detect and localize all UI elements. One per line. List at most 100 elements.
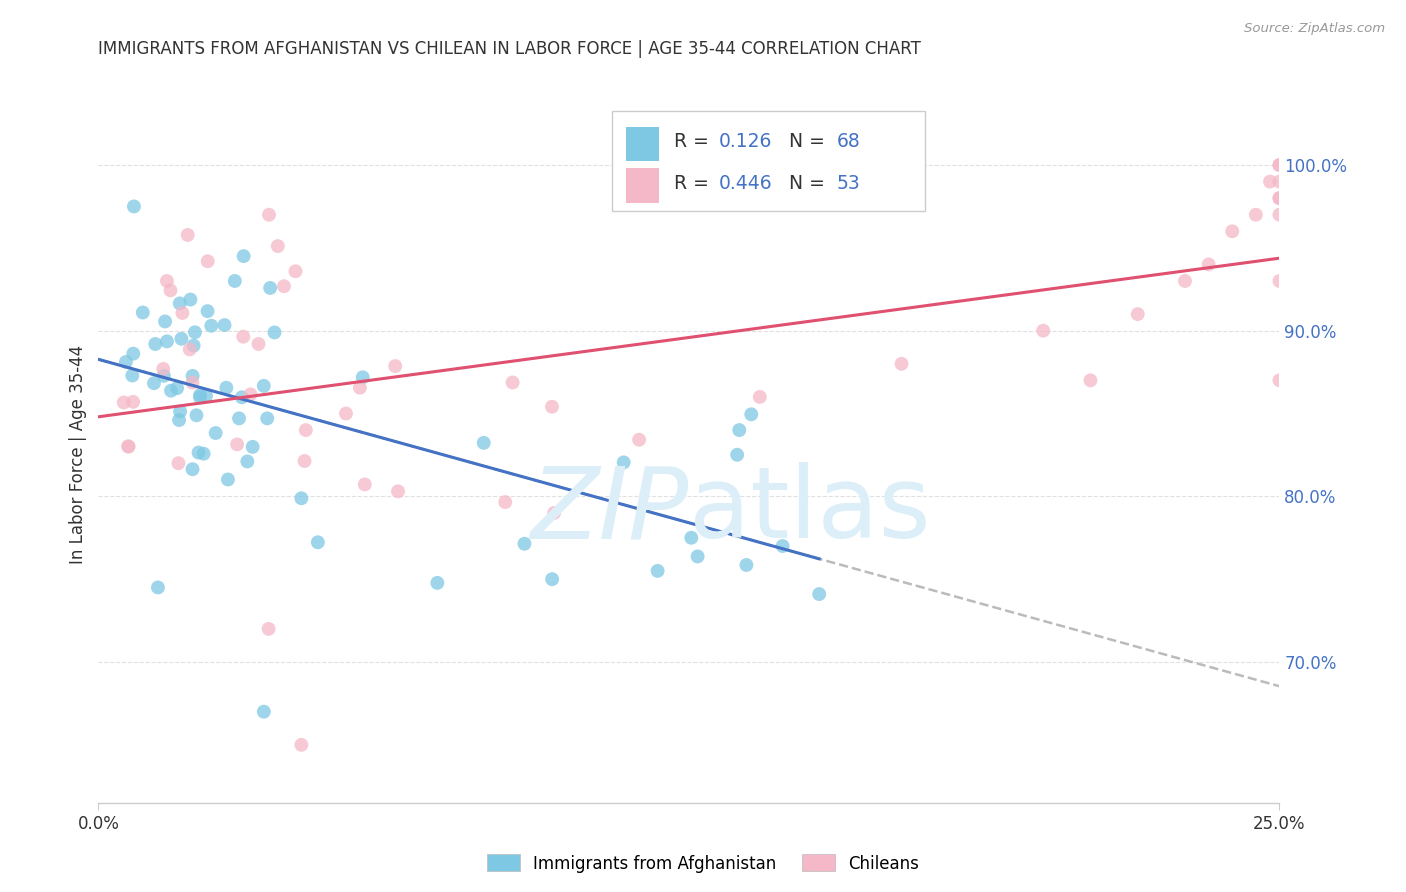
Point xyxy=(122,199,145,213)
Text: ZIP: ZIP xyxy=(530,462,689,559)
Point xyxy=(513,537,536,551)
Point xyxy=(159,284,181,298)
Point xyxy=(169,404,191,418)
Point xyxy=(1268,373,1291,387)
Point xyxy=(247,337,270,351)
Point xyxy=(232,329,254,343)
Point xyxy=(156,274,179,288)
Point xyxy=(352,370,374,384)
Point xyxy=(181,368,204,383)
Point xyxy=(1268,158,1291,172)
Point xyxy=(808,587,831,601)
Point xyxy=(231,390,253,404)
Point xyxy=(226,437,249,451)
Point xyxy=(647,564,669,578)
Point xyxy=(1258,175,1281,189)
Text: N =: N = xyxy=(789,174,831,193)
Point xyxy=(214,318,236,332)
Point xyxy=(184,326,207,340)
Text: IMMIGRANTS FROM AFGHANISTAN VS CHILEAN IN LABOR FORCE | AGE 35-44 CORRELATION CH: IMMIGRANTS FROM AFGHANISTAN VS CHILEAN I… xyxy=(98,40,921,58)
Point xyxy=(232,249,254,263)
Point xyxy=(294,454,316,468)
Point xyxy=(1220,224,1243,238)
Point xyxy=(335,407,357,421)
Point xyxy=(1268,191,1291,205)
Point xyxy=(188,390,211,404)
Point xyxy=(224,274,246,288)
Point xyxy=(1080,373,1102,387)
Point xyxy=(215,381,238,395)
Bar xyxy=(626,169,659,202)
Point xyxy=(253,705,276,719)
Point xyxy=(112,395,135,409)
Point xyxy=(153,314,176,328)
Point xyxy=(153,368,176,383)
Point xyxy=(143,376,166,391)
Text: 53: 53 xyxy=(837,174,860,193)
Point xyxy=(228,411,250,425)
Point xyxy=(290,738,312,752)
Point xyxy=(284,264,307,278)
Point xyxy=(273,279,295,293)
Point xyxy=(494,495,516,509)
Point xyxy=(160,384,183,398)
Point xyxy=(183,338,205,352)
Point xyxy=(177,227,200,242)
Point xyxy=(143,337,166,351)
Point xyxy=(1268,191,1291,205)
Point xyxy=(179,293,201,307)
Point xyxy=(628,433,651,447)
Point xyxy=(1126,307,1149,321)
Point xyxy=(169,296,191,310)
Point xyxy=(239,387,262,401)
Text: R =: R = xyxy=(673,132,714,152)
Point xyxy=(740,407,762,421)
Point xyxy=(472,435,495,450)
Point xyxy=(263,326,285,340)
Text: 0.126: 0.126 xyxy=(718,132,772,152)
Text: Source: ZipAtlas.com: Source: ZipAtlas.com xyxy=(1244,22,1385,36)
Point xyxy=(257,208,280,222)
Point xyxy=(152,362,174,376)
Point xyxy=(253,379,276,393)
Point xyxy=(204,425,226,440)
Point xyxy=(121,368,143,383)
Point xyxy=(728,423,751,437)
Point xyxy=(256,411,278,425)
Text: atlas: atlas xyxy=(689,462,931,559)
Point xyxy=(1198,257,1220,271)
Point xyxy=(384,359,406,373)
Point xyxy=(217,473,239,487)
Point xyxy=(307,535,329,549)
Point xyxy=(118,440,141,454)
Text: 0.446: 0.446 xyxy=(718,174,772,193)
Point xyxy=(1268,175,1291,189)
Point xyxy=(117,439,139,453)
Point xyxy=(132,305,155,319)
Point xyxy=(172,306,194,320)
Point xyxy=(349,381,371,395)
Point xyxy=(502,376,524,390)
Point xyxy=(242,440,264,454)
Text: N =: N = xyxy=(789,132,831,152)
Point xyxy=(1268,208,1291,222)
Point xyxy=(543,506,565,520)
Point xyxy=(122,346,145,360)
Point xyxy=(426,575,449,590)
Point xyxy=(170,332,193,346)
Point xyxy=(156,334,179,349)
Point xyxy=(197,254,219,268)
Point xyxy=(122,394,145,409)
Point xyxy=(188,388,211,402)
Point xyxy=(1268,274,1291,288)
Point xyxy=(186,409,208,423)
Point xyxy=(181,462,204,476)
Point xyxy=(725,448,748,462)
Point xyxy=(193,447,215,461)
Point xyxy=(257,622,280,636)
Point xyxy=(236,454,259,468)
Point xyxy=(1244,208,1267,222)
Point xyxy=(613,455,636,469)
Point xyxy=(1032,324,1054,338)
Point xyxy=(167,456,190,470)
